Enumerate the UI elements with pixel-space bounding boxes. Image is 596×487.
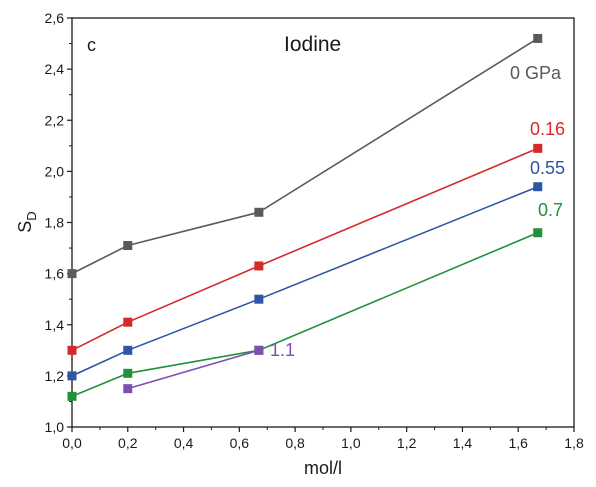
x-tick-label: 1,2 bbox=[397, 435, 417, 451]
series-3 bbox=[67, 228, 543, 401]
series-0 bbox=[67, 33, 543, 279]
y-tick-label: 2,2 bbox=[45, 112, 65, 128]
y-tick-label: 1,6 bbox=[45, 266, 65, 282]
data-point bbox=[123, 384, 133, 394]
data-point bbox=[254, 294, 264, 304]
data-point bbox=[254, 207, 264, 217]
data-point bbox=[533, 143, 543, 153]
plot-frame bbox=[71, 17, 575, 428]
data-point bbox=[533, 33, 543, 43]
data-point bbox=[67, 345, 77, 355]
x-tick-label: 1,0 bbox=[341, 435, 361, 451]
x-axis-title: mol/l bbox=[304, 458, 342, 478]
data-point bbox=[254, 345, 264, 355]
data-point bbox=[67, 371, 77, 381]
y-axis-title-main: S bbox=[15, 221, 35, 233]
series-label: 0.16 bbox=[530, 119, 565, 139]
series-label: 0.7 bbox=[538, 200, 563, 220]
series-line bbox=[71, 147, 539, 352]
series-line bbox=[71, 231, 539, 398]
data-point bbox=[123, 241, 133, 251]
x-tick-label: 1,4 bbox=[453, 435, 473, 451]
y-tick-label: 2,4 bbox=[45, 61, 65, 77]
data-point bbox=[67, 269, 77, 279]
series-line bbox=[71, 37, 539, 275]
y-tick-label: 1,4 bbox=[45, 317, 65, 333]
data-point bbox=[123, 345, 133, 355]
x-tick-label: 1,8 bbox=[564, 435, 584, 451]
x-tick-label: 1,6 bbox=[508, 435, 528, 451]
series-1 bbox=[67, 143, 543, 355]
y-tick-label: 2,0 bbox=[45, 163, 65, 179]
axis-tick-labels: 0,0 0,2 0,4 0,6 0,8 1,0 1,2 1,4 1,6 1,8 1,0 1,2 1,4 1… bbox=[45, 10, 584, 451]
data-point bbox=[533, 228, 543, 238]
series-layer bbox=[67, 33, 543, 401]
data-point bbox=[254, 261, 264, 271]
panel-label: c bbox=[87, 35, 96, 55]
series-4 bbox=[123, 345, 264, 394]
data-point bbox=[67, 391, 77, 401]
series-line bbox=[127, 349, 260, 390]
data-point bbox=[123, 368, 133, 378]
series-labels: 0 GPa 0.16 0.55 0.7 1.1 bbox=[270, 63, 565, 360]
x-tick-label: 0,2 bbox=[118, 435, 138, 451]
y-tick-label: 2,6 bbox=[45, 10, 65, 26]
x-tick-label: 0,0 bbox=[62, 435, 82, 451]
x-tick-label: 0,4 bbox=[174, 435, 194, 451]
x-tick-label: 0,8 bbox=[285, 435, 305, 451]
chart-title: Iodine bbox=[284, 33, 341, 56]
series-label: 1.1 bbox=[270, 340, 295, 360]
series-line bbox=[71, 185, 539, 377]
y-axis-title-subscript: D bbox=[24, 211, 39, 220]
data-point bbox=[123, 317, 133, 327]
data-point bbox=[533, 182, 543, 192]
x-tick-label: 0,6 bbox=[230, 435, 250, 451]
series-label: 0 GPa bbox=[510, 63, 562, 83]
y-axis-title: SD bbox=[15, 211, 39, 232]
series-label: 0.55 bbox=[530, 158, 565, 178]
series-2 bbox=[67, 182, 543, 381]
y-tick-label: 1,8 bbox=[45, 215, 65, 231]
y-tick-label: 1,2 bbox=[45, 368, 65, 384]
y-tick-label: 1,0 bbox=[45, 419, 65, 435]
